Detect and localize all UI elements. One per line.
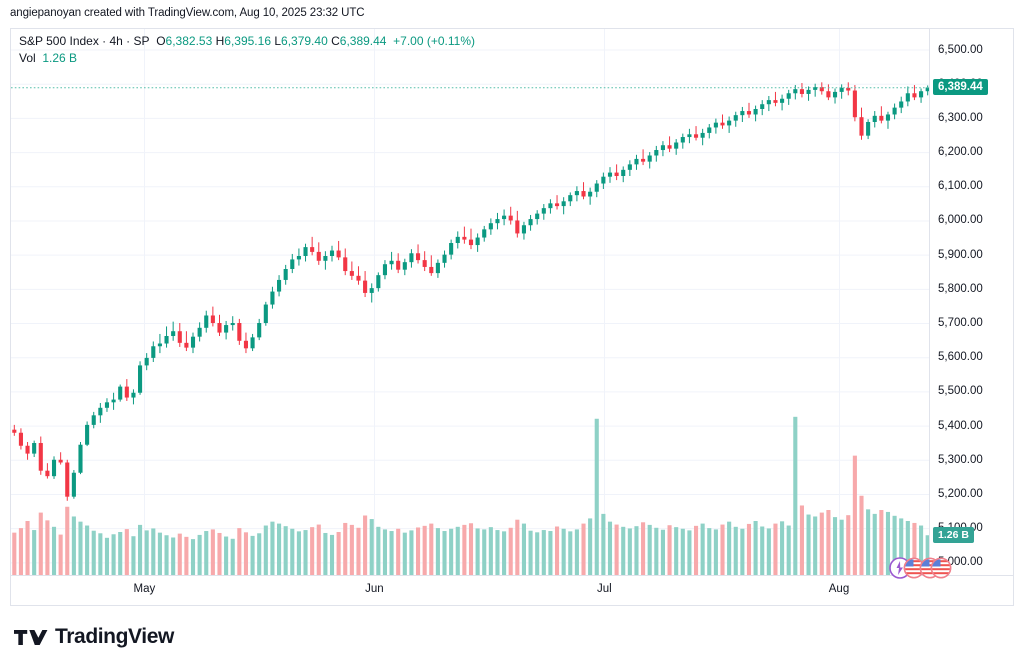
price-tick-label: 5,200.00	[938, 487, 983, 500]
price-tick-label: 5,700.00	[938, 317, 983, 329]
price-tick-label: 6,300.00	[938, 111, 983, 124]
chart-frame: S&P 500 Index · 4h · SP O6,382.53 H6,395…	[10, 28, 1014, 606]
time-tick-label: Aug	[828, 583, 850, 595]
economic-event-us-4-icon[interactable]	[930, 557, 952, 579]
price-tick-label: 5,500.00	[938, 385, 983, 398]
price-tick-label: 5,300.00	[938, 453, 983, 466]
candlestick-svg	[11, 29, 929, 575]
time-tick-label: May	[133, 583, 156, 595]
price-tick-label: 6,200.00	[938, 146, 983, 159]
current-price-badge[interactable]: 6,389.44	[933, 79, 988, 96]
footer-brand: TradingView	[14, 625, 174, 649]
price-tick-label: 5,400.00	[938, 419, 983, 432]
price-tick-label: 5,900.00	[938, 248, 983, 261]
price-axis[interactable]: 6,500.006,400.006,300.006,200.006,100.00…	[929, 29, 1013, 605]
attribution-text: angiepanoyan created with TradingView.co…	[10, 7, 365, 19]
current-volume-badge[interactable]: 1.26 B	[933, 527, 974, 544]
time-tick-label: Jul	[597, 583, 612, 595]
price-tick-label: 6,000.00	[938, 214, 983, 227]
price-tick-label: 6,500.00	[938, 43, 983, 56]
chart-plot-area[interactable]	[11, 29, 929, 575]
time-axis[interactable]: May Jun Jul Aug	[11, 575, 1013, 605]
price-tick-label: 5,600.00	[938, 351, 983, 364]
economic-event-us-2-icon[interactable]	[903, 557, 925, 579]
price-tick-label: 6,100.00	[938, 180, 983, 193]
tradingview-wordmark: TradingView	[55, 625, 174, 648]
time-tick-label: Jun	[365, 583, 384, 595]
tradingview-logo-icon	[14, 629, 48, 645]
price-tick-label: 5,800.00	[938, 282, 983, 295]
